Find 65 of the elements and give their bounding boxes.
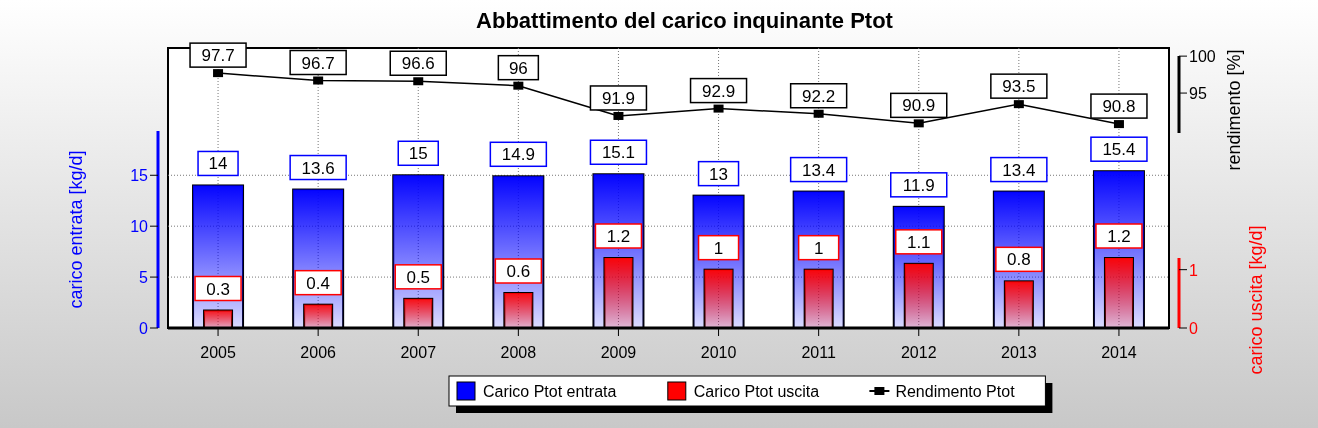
data-label: 0.4 (306, 273, 330, 293)
legend-label: Carico Ptot entrata (483, 383, 617, 400)
y-tick-label: 5 (139, 269, 149, 287)
data-label: 13.4 (1002, 160, 1036, 180)
data-label: 11.9 (902, 175, 935, 195)
data-label: 97.7 (201, 46, 235, 66)
data-label: 0.6 (506, 262, 531, 281)
point (1013, 100, 1024, 109)
data-label: 1.2 (1107, 227, 1131, 246)
data-label: 13.4 (802, 160, 836, 180)
legend-label: Carico Ptot uscita (693, 383, 820, 400)
data-label: 0.3 (206, 279, 230, 299)
point (213, 69, 224, 78)
y2-tick-label: 0 (1189, 320, 1198, 337)
data-label: 15 (408, 144, 428, 164)
x-tick-label: 2011 (801, 344, 836, 361)
data-label: 1 (713, 238, 724, 258)
x-tick-label: 2014 (1101, 344, 1137, 361)
legend-label: Rendimento Ptot (895, 383, 1016, 400)
x-tick-label: 2005 (200, 344, 236, 361)
point (413, 77, 424, 86)
point (1113, 120, 1124, 129)
data-label: 1.1 (906, 232, 931, 252)
y-tick-label: 0 (139, 320, 149, 337)
point (513, 81, 524, 90)
chart-title: Abbattimento del carico inquinante Ptot (476, 8, 894, 33)
data-label: 1 (813, 238, 824, 258)
data-label: 90.9 (902, 96, 936, 116)
x-tick-label: 2012 (900, 344, 937, 361)
data-label: 14 (208, 154, 228, 174)
y2-axis-title: carico uscita [kg/d] (1246, 225, 1266, 375)
x-tick-label: 2008 (500, 344, 537, 361)
point (613, 111, 624, 120)
data-label: 96 (508, 58, 528, 78)
data-label: 0.5 (406, 267, 431, 287)
data-label: 96.6 (401, 54, 435, 74)
y3-axis-title: rendimento [%] (1224, 49, 1244, 171)
data-label: 15.1 (601, 143, 635, 163)
y3-tick-label: 95 (1189, 85, 1207, 103)
data-label: 14.9 (501, 145, 535, 165)
data-label: 93.5 (1002, 77, 1036, 97)
x-tick-label: 2013 (1001, 344, 1037, 361)
point (913, 119, 924, 128)
y2-tick-label: 1 (1189, 261, 1198, 279)
point (313, 76, 324, 85)
x-tick-label: 2007 (400, 344, 437, 361)
data-label: 92.9 (702, 81, 736, 101)
point (813, 109, 824, 118)
data-label: 15.4 (1102, 140, 1136, 160)
data-label: 91.9 (601, 88, 635, 108)
y-tick-label: 15 (130, 167, 149, 185)
data-label: 1.2 (606, 227, 631, 246)
y3-tick-label: 100 (1189, 48, 1216, 66)
data-label: 13 (709, 164, 729, 184)
y-axis-title: carico entrata [kg/d] (66, 150, 86, 309)
data-label: 96.7 (301, 53, 335, 73)
y-tick-label: 10 (130, 218, 149, 236)
point (713, 104, 724, 113)
data-label: 0.8 (1007, 250, 1031, 270)
data-label: 92.2 (802, 86, 836, 106)
data-label: 90.8 (1102, 97, 1136, 117)
x-tick-label: 2009 (600, 344, 637, 361)
data-label: 13.6 (301, 158, 335, 178)
x-tick-label: 2010 (700, 344, 737, 361)
x-tick-label: 2006 (300, 344, 337, 361)
